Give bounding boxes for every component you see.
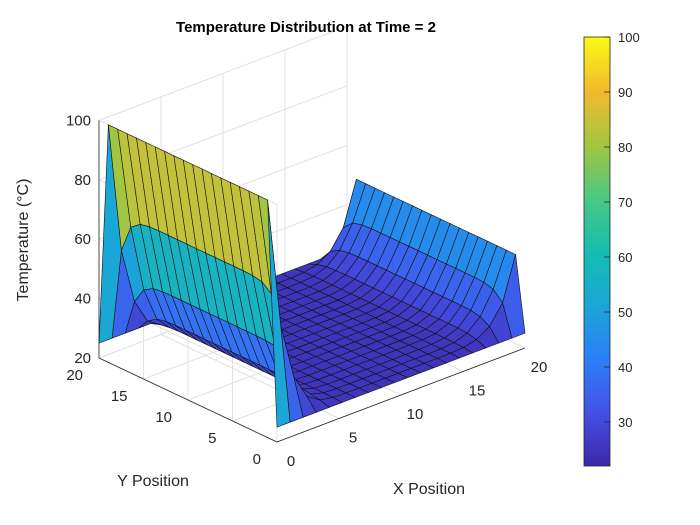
x-tick-label: 0 xyxy=(287,453,295,470)
surface xyxy=(98,124,526,428)
colorbar-ticks: 30 40 50 60 70 80 90 100 xyxy=(604,30,640,430)
y-tick-label: 10 xyxy=(155,409,172,426)
colorbar-tick-label: 30 xyxy=(618,415,632,430)
colorbar-tick-label: 40 xyxy=(618,360,632,375)
x-axis-line xyxy=(276,347,526,443)
z-tick-label: 20 xyxy=(74,350,91,367)
chart-title: Temperature Distribution at Time = 2 xyxy=(176,19,436,36)
y-axis-label: Y Position xyxy=(117,473,189,490)
surface-cell xyxy=(267,199,291,428)
y-axis-line xyxy=(98,357,278,443)
colorbar xyxy=(583,36,611,467)
colorbar-tick-label: 80 xyxy=(618,140,632,155)
x-tick-label: 20 xyxy=(531,359,548,376)
y-tick-label: 5 xyxy=(208,430,216,447)
y-tick-label: 20 xyxy=(66,367,83,384)
x-axis-label: X Position xyxy=(393,481,465,498)
z-tick-label: 80 xyxy=(74,172,91,189)
x-tick-label: 5 xyxy=(349,430,357,447)
back-wall-gridline xyxy=(98,25,348,121)
y-tick-label: 0 xyxy=(253,451,261,468)
y-tick-label: 15 xyxy=(111,388,128,405)
z-tick-label: 40 xyxy=(74,291,91,308)
x-tick-label: 15 xyxy=(469,383,486,400)
colorbar-tick-label: 70 xyxy=(618,195,632,210)
z-tick-label: 100 xyxy=(66,112,91,129)
colorbar-tick-label: 50 xyxy=(618,305,632,320)
x-tick-label: 10 xyxy=(407,406,424,423)
colorbar-tick-label: 90 xyxy=(618,85,632,100)
colorbar-tick-label: 60 xyxy=(618,250,632,265)
colorbar-tick-label: 100 xyxy=(618,30,640,45)
z-tick-label: 60 xyxy=(74,231,91,248)
z-axis-label: Temperature (°C) xyxy=(15,179,32,302)
